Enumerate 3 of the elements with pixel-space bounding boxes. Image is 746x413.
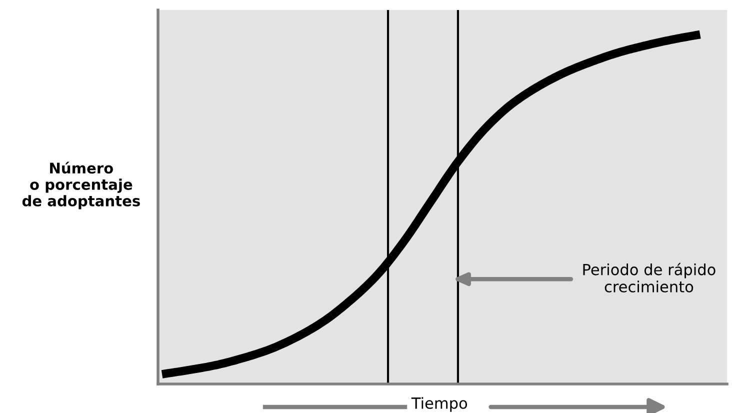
- x-axis-title: Tiempo: [411, 397, 468, 412]
- annotation: Periodo de rápido crecimiento: [583, 262, 716, 292]
- y-axis-title: Número o porcentaje de adoptantes: [22, 162, 140, 210]
